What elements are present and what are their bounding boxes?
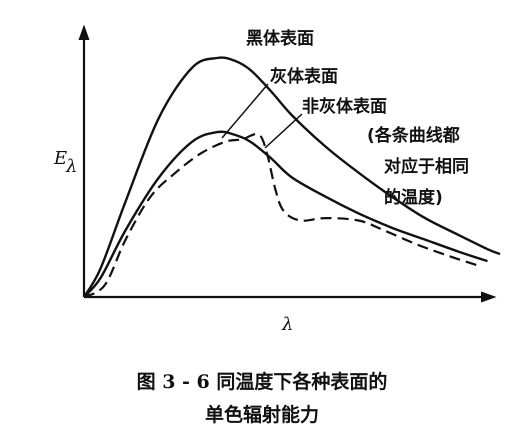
y-axis-label-subscript: λ [65,156,77,177]
figure-caption-line-1: 图 3 - 6 同温度下各种表面的 [137,370,388,393]
annotation-line-1: (各条曲线都 [367,125,460,146]
leader-lines [221,83,303,149]
annotation-line-2: 对应于相同 [384,156,469,177]
series-line-blackbody [82,56,501,298]
y-axis-arrow [78,24,90,41]
series-label-nongray: 非灰体表面 [302,96,387,117]
x-axis-label: λ [281,314,293,335]
annotation-line-3: 的温度) [384,187,443,208]
leader-line-nongray [264,113,303,149]
series-label-blackbody: 黑体表面 [246,28,314,49]
series-label-graybody: 灰体表面 [270,66,338,87]
x-axis-arrow [480,291,497,303]
series-line-nongray [83,132,480,299]
axes [78,24,497,303]
leader-line-graybody [221,83,269,139]
figure-caption-line-2: 单色辐射能力 [205,403,319,426]
series-line-graybody [83,130,488,298]
y-axis-label: E [53,148,67,169]
